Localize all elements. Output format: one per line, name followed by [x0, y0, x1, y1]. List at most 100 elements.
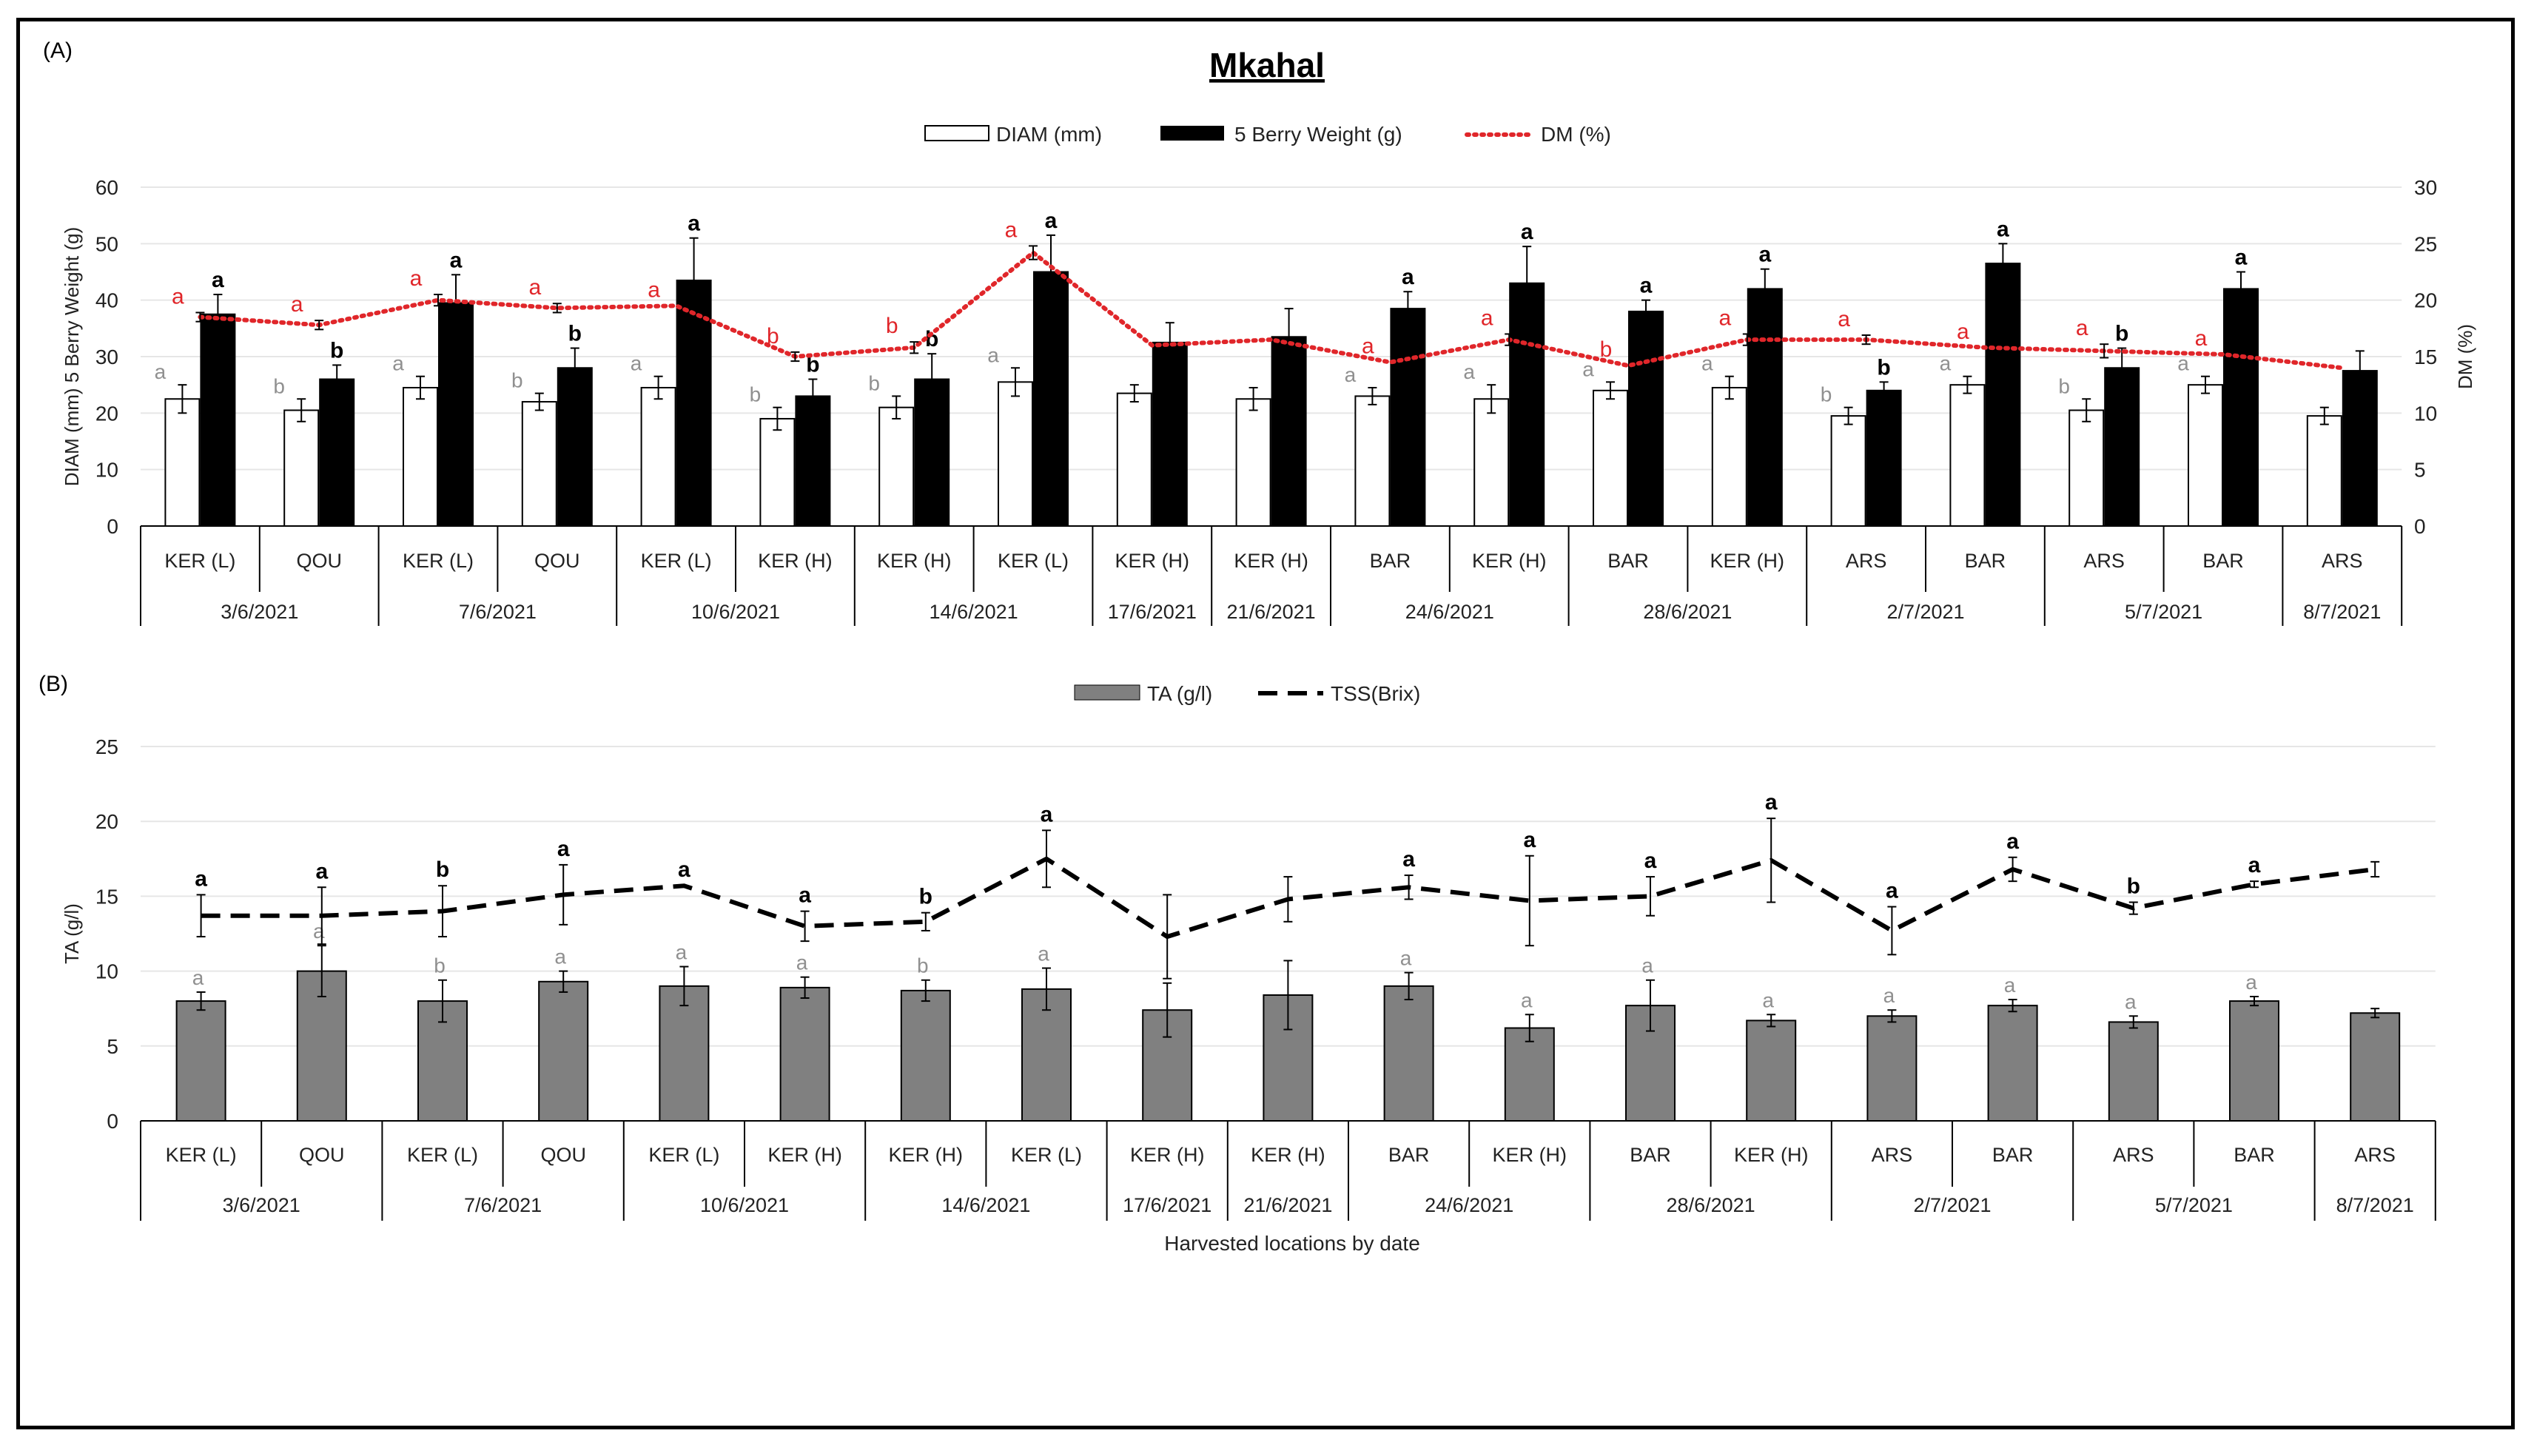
sig-letter-ta: a	[2125, 990, 2137, 1013]
y-tick-label: 0	[107, 515, 118, 538]
sig-letter-weight: a	[450, 248, 463, 272]
sig-letter-ta: b	[434, 954, 446, 977]
bar-ta	[779, 986, 830, 1122]
category-label: ARS	[1846, 550, 1887, 572]
sig-letter-ta: a	[1762, 988, 1774, 1011]
sig-letter-weight: a	[212, 268, 224, 292]
bar-weight	[1866, 389, 1902, 527]
date-group-label: 21/6/2021	[1243, 1194, 1332, 1216]
sig-letter-weight: a	[1402, 265, 1414, 289]
sig-letter-tss: a	[315, 859, 328, 883]
sig-letter-tss: a	[1886, 879, 1898, 903]
bar-diam	[878, 406, 915, 528]
bar-diam	[1354, 395, 1391, 528]
sig-letter-ta: a	[1521, 988, 1533, 1011]
category-label: KER (H)	[767, 1144, 842, 1166]
sig-letter-weight: a	[1521, 220, 1533, 244]
category-label: ARS	[2322, 550, 2363, 572]
bar-ta	[1383, 985, 1434, 1122]
y-tick-label: 20	[95, 402, 118, 425]
bar-ta	[2350, 1012, 2401, 1122]
bar-weight	[1985, 263, 2021, 527]
date-group-label: 17/6/2021	[1123, 1194, 1211, 1216]
sig-letter-dm: a	[2076, 316, 2088, 340]
sig-letter-tss: a	[557, 837, 570, 861]
sig-letter-diam: a	[987, 343, 999, 366]
y2-tick-label: 25	[2414, 232, 2437, 255]
sig-letter-tss: a	[799, 883, 811, 908]
sig-letter-weight: b	[806, 353, 819, 377]
category-label: ARS	[1872, 1144, 1913, 1166]
sig-letter-diam: b	[2058, 374, 2070, 397]
sig-letter-diam: a	[1463, 360, 1475, 383]
bar-diam	[640, 386, 676, 527]
sig-letter-weight: a	[1997, 217, 2009, 241]
sig-letter-dm: a	[1838, 307, 1850, 331]
category-label: KER (H)	[1115, 550, 1190, 572]
bar-weight	[1509, 282, 1545, 527]
bar-diam	[998, 381, 1033, 527]
date-group-label: 28/6/2021	[1667, 1194, 1755, 1216]
bar-diam	[1235, 398, 1271, 527]
date-group-label: 17/6/2021	[1108, 601, 1197, 623]
date-group-label: 10/6/2021	[700, 1194, 789, 1216]
bar-ta	[2108, 1021, 2159, 1122]
bar-diam	[759, 417, 796, 528]
y2-tick-label: 10	[2414, 402, 2437, 425]
sig-letter-weight: b	[330, 338, 343, 363]
y-tick-label: 30	[95, 346, 118, 368]
y2-tick-label: 30	[2414, 176, 2437, 199]
date-group-label: 8/7/2021	[2303, 601, 2381, 623]
category-label: BAR	[2202, 550, 2244, 572]
date-group-label: 28/6/2021	[1643, 601, 1732, 623]
category-label: KER (H)	[1734, 1144, 1809, 1166]
sig-letter-ta: b	[917, 954, 929, 977]
y-tick-label: 5	[107, 1035, 118, 1058]
bar-diam	[1473, 398, 1510, 527]
y-tick-label: 15	[95, 885, 118, 908]
legend-label-diam: DIAM (mm)	[996, 123, 1102, 146]
category-label: KER (L)	[166, 1144, 237, 1166]
bar-ta	[175, 1000, 226, 1122]
sig-letter-ta: a	[2004, 974, 2016, 997]
sig-letter-dm: b	[886, 314, 898, 338]
bar-diam	[1593, 389, 1628, 527]
date-group-label: 24/6/2021	[1405, 601, 1494, 623]
bar-ta	[1746, 1019, 1797, 1122]
category-label: KER (H)	[1130, 1144, 1205, 1166]
category-label: KER (H)	[1251, 1144, 1325, 1166]
x-axis-title: Harvested locations by date	[1164, 1232, 1420, 1255]
date-group-label: 7/6/2021	[464, 1194, 542, 1216]
category-label: BAR	[1630, 1144, 1671, 1166]
category-label: KER (L)	[641, 550, 712, 572]
sig-letter-ta: a	[1641, 954, 1653, 977]
bar-diam	[164, 398, 201, 527]
legend-swatch-ta	[1074, 684, 1140, 701]
legend-swatch-weight	[1160, 126, 1224, 141]
y2-tick-label: 20	[2414, 289, 2437, 312]
y-tick-label: 0	[107, 1110, 118, 1133]
sig-letter-dm: a	[2195, 326, 2208, 351]
sig-letter-dm: a	[1005, 218, 1018, 242]
sig-letter-weight: b	[925, 327, 938, 351]
y-tick-label: 50	[95, 232, 118, 255]
sig-letter-weight: a	[1045, 209, 1058, 233]
bar-diam	[1116, 392, 1152, 527]
panel-b-label: (B)	[38, 672, 68, 696]
sig-letter-tss: b	[2127, 874, 2140, 898]
category-label: ARS	[2354, 1144, 2396, 1166]
figure-frame	[16, 18, 2515, 1429]
date-group-label: 2/7/2021	[1913, 1194, 1991, 1216]
category-label: KER (H)	[1710, 550, 1785, 572]
category-label: KER (H)	[1234, 550, 1308, 572]
sig-letter-diam: a	[392, 352, 404, 375]
date-group-label: 3/6/2021	[221, 601, 298, 623]
chart-a: 0 10 20 30 40 50 60 0 5 10 15 20 25 30 DIAM (mm) 5 Ber…	[61, 123, 2476, 626]
sig-letter-dm: b	[1600, 337, 1613, 362]
sig-letter-weight: a	[1640, 274, 1653, 298]
y-tick-label: 25	[95, 735, 118, 758]
category-label: KER (L)	[1011, 1144, 1082, 1166]
bar-weight	[676, 279, 712, 527]
sig-letter-weight: b	[2115, 322, 2128, 346]
